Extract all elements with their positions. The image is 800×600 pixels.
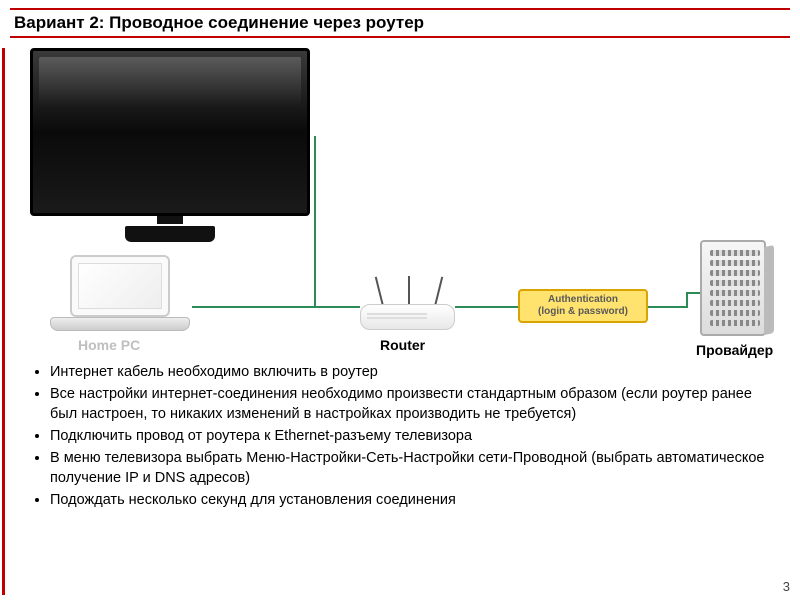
list-item: Интернет кабель необходимо включить в ро… xyxy=(50,362,780,382)
cable-auth-to-server-3 xyxy=(686,292,700,294)
cable-auth-to-server-2 xyxy=(686,292,688,308)
bullet-list: Интернет кабель необходимо включить в ро… xyxy=(20,362,780,512)
cable-pc-to-router xyxy=(192,306,360,308)
cable-auth-to-server-1 xyxy=(648,306,686,308)
network-diagram: Home PC Router Authentication (login & p… xyxy=(10,40,790,350)
cable-tv-to-router xyxy=(314,136,316,308)
auth-badge: Authentication (login & password) xyxy=(518,289,648,323)
home-pc-label: Home PC xyxy=(78,337,140,353)
tv-icon xyxy=(30,48,310,238)
server-icon xyxy=(700,240,778,340)
router-icon xyxy=(360,288,455,330)
left-accent-bar xyxy=(2,48,5,595)
page-number: 3 xyxy=(783,579,790,594)
page-title: Вариант 2: Проводное соединение через ро… xyxy=(14,13,424,33)
provider-label: Провайдер xyxy=(696,342,773,358)
bullet-ul: Интернет кабель необходимо включить в ро… xyxy=(20,362,780,510)
auth-line2: (login & password) xyxy=(538,306,628,318)
list-item: Подключить провод от роутера к Ethernet-… xyxy=(50,426,780,446)
list-item: В меню телевизора выбрать Меню-Настройки… xyxy=(50,448,780,488)
router-label: Router xyxy=(380,337,425,353)
cable-router-to-auth xyxy=(455,306,518,308)
laptop-icon xyxy=(50,255,190,335)
auth-line1: Authentication xyxy=(548,294,618,306)
list-item: Подождать несколько секунд для установле… xyxy=(50,490,780,510)
title-bar: Вариант 2: Проводное соединение через ро… xyxy=(10,8,790,38)
list-item: Все настройки интернет-соединения необхо… xyxy=(50,384,780,424)
